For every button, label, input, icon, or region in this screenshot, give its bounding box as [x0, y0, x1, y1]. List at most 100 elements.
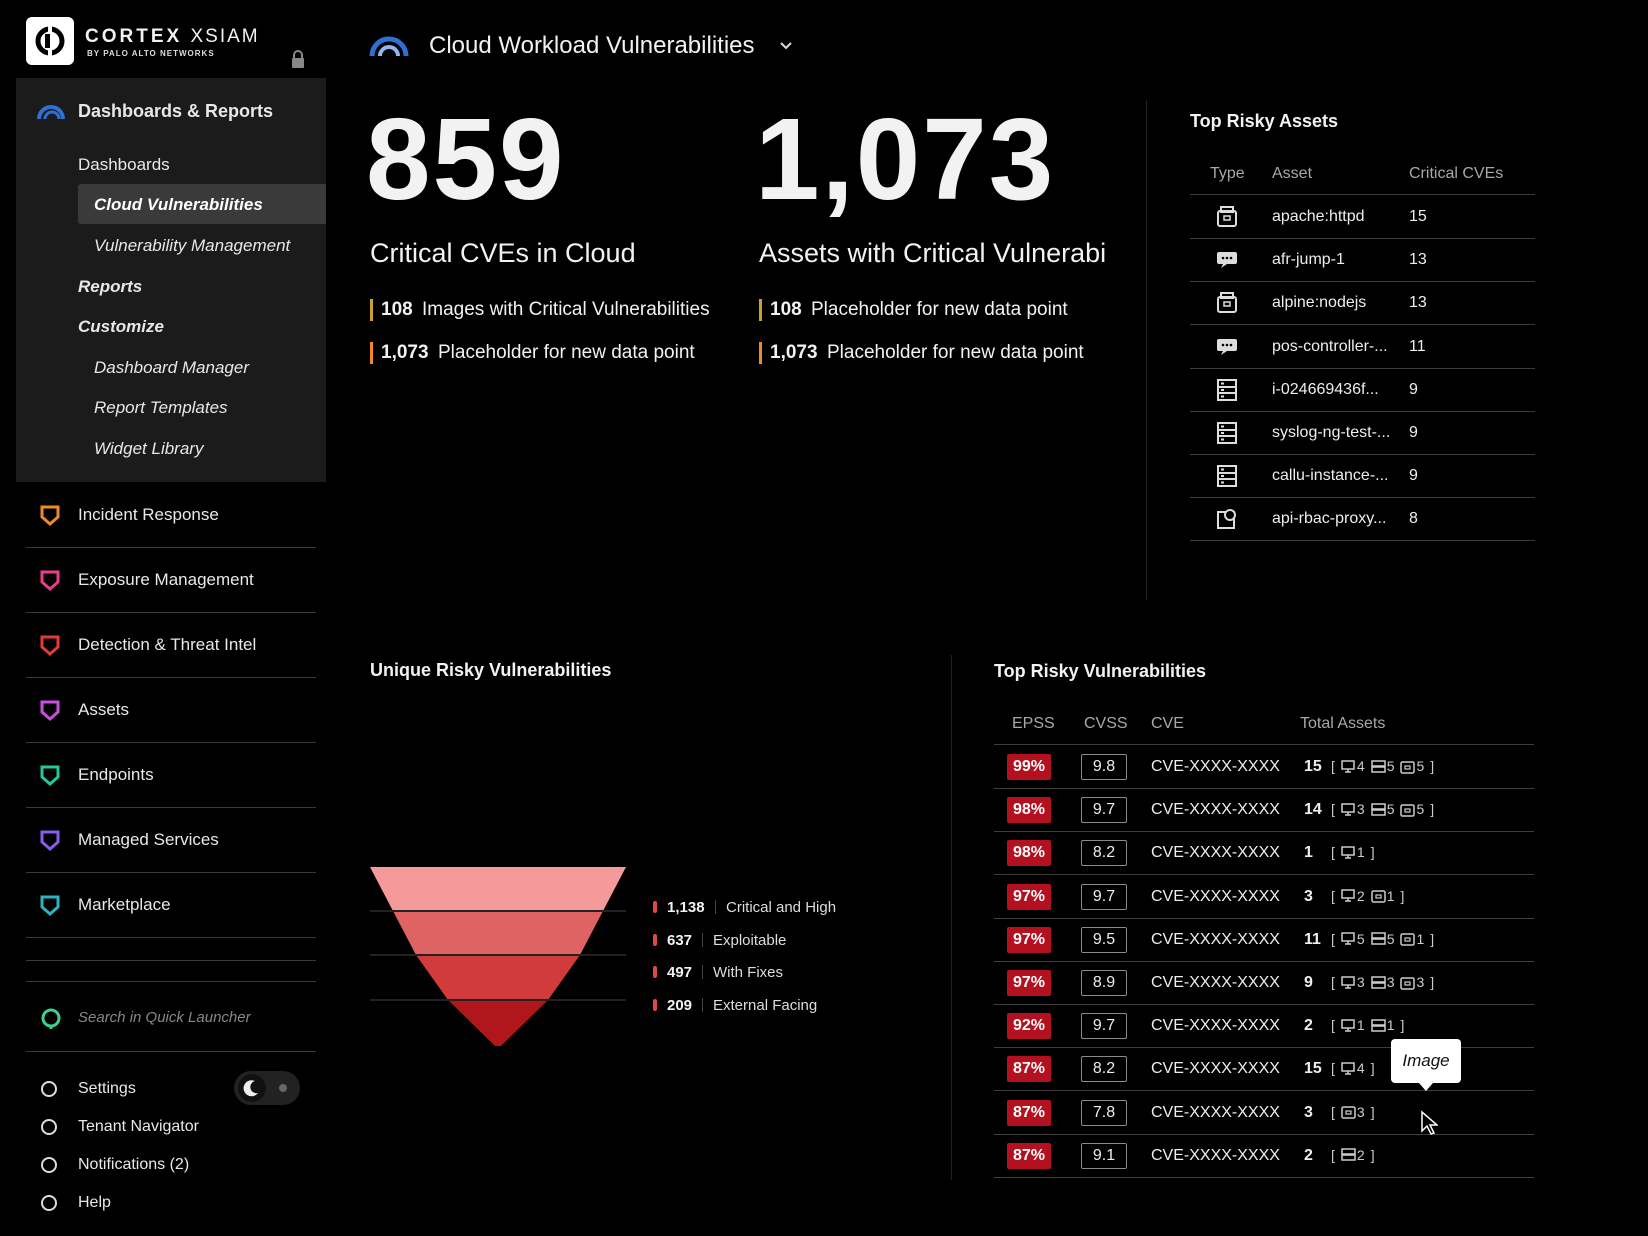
footer-item[interactable]: Notifications (2): [78, 1156, 190, 1173]
footer-item[interactable]: Tenant Navigator: [78, 1118, 199, 1135]
kpi-detail-value: 1,073: [770, 342, 818, 363]
dashboard-title[interactable]: Cloud Workload Vulnerabilities: [429, 32, 755, 59]
breakdown-count: 5: [1356, 930, 1365, 947]
nav-panel: [16, 78, 326, 482]
column-header: Critical CVEs: [1409, 165, 1504, 182]
logo[interactable]: [26, 17, 74, 65]
asset-kind-icon: [1341, 1062, 1355, 1075]
nav-section[interactable]: Dashboards & Reports: [78, 101, 274, 121]
breakdown-item: 3: [1370, 974, 1394, 990]
legend-label: Critical and High: [726, 899, 837, 916]
breakdown-item: 5: [1341, 931, 1365, 947]
bracket: ]: [1400, 887, 1405, 904]
separator: [26, 612, 316, 613]
footer-item[interactable]: Help: [78, 1194, 111, 1211]
bracket: [: [1331, 758, 1335, 774]
asset-kind-icon: [1370, 1018, 1386, 1032]
kpi-detail-label: Placeholder for new data point: [438, 342, 695, 363]
asset-kind-icon: [1341, 889, 1355, 902]
row-separator: [1190, 281, 1535, 283]
cvss-badge: 8.2: [1081, 1056, 1127, 1083]
breakdown-item: 5: [1400, 758, 1424, 774]
bracket: [: [1331, 801, 1335, 818]
nav-item[interactable]: Customize: [78, 317, 164, 336]
bracket: [: [1331, 974, 1335, 990]
breakdown-count: 1: [1356, 1017, 1365, 1034]
nav-item[interactable]: Dashboard Manager: [94, 358, 249, 377]
cvss-badge: 9.7: [1081, 1013, 1127, 1040]
asset-kind-icon: [1370, 802, 1386, 816]
nav-module[interactable]: Marketplace: [78, 895, 171, 914]
breakdown-item: 4: [1341, 1060, 1365, 1076]
epss-badge: 87%: [1007, 1142, 1051, 1169]
nav-item[interactable]: Cloud Vulnerabilities: [94, 195, 263, 214]
funnel-stage: [370, 867, 626, 911]
total-assets: 1: [1304, 844, 1313, 862]
breakdown-count: 5: [1386, 758, 1395, 774]
asset-type-icon: [1215, 335, 1239, 359]
funnel-stage: [416, 955, 580, 1000]
tooltip-text: Image: [1402, 1051, 1450, 1070]
breakdown-count: 2: [1356, 887, 1365, 904]
brand-name: CORTEX: [85, 26, 183, 47]
dropdown-caret[interactable]: [779, 40, 793, 52]
breakdown-item: 5: [1370, 931, 1394, 947]
nav-module[interactable]: Assets: [78, 700, 130, 719]
breakdown-item: 3: [1400, 974, 1424, 990]
lock-icon[interactable]: [290, 50, 306, 70]
asset-kind-icon: [1370, 932, 1386, 946]
legend-divider: [702, 965, 703, 980]
nav-item[interactable]: Reports: [78, 277, 143, 296]
asset-name: api-rbac-proxy...: [1272, 510, 1387, 528]
nav-item[interactable]: Dashboards: [78, 155, 170, 174]
nav-module[interactable]: Detection & Threat Intel: [78, 635, 257, 654]
row-separator: [1190, 540, 1535, 542]
bracket: ]: [1370, 1146, 1375, 1163]
column-header: CVE: [1151, 715, 1184, 732]
search-icon: [41, 1008, 61, 1029]
asset-name: syslog-ng-test-...: [1272, 424, 1391, 441]
cve-id: CVE-XXXX-XXXX: [1151, 887, 1280, 905]
theme-toggle[interactable]: [234, 1071, 300, 1105]
row-separator: [994, 744, 1534, 745]
bracket: ]: [1370, 1060, 1375, 1077]
kpi-detail-bar: [370, 299, 373, 321]
row-separator: [994, 874, 1534, 876]
nav-item[interactable]: Report Templates: [94, 398, 228, 417]
module-icon: [38, 828, 62, 852]
breakdown-count: 5: [1416, 801, 1425, 818]
asset-type-icon: [1215, 378, 1239, 402]
nav-item[interactable]: Widget Library: [94, 439, 204, 458]
bracket: ]: [1430, 758, 1435, 774]
asset-type-icon: [1215, 421, 1239, 445]
asset-critical-cves: 15: [1409, 208, 1427, 225]
bracket: [: [1331, 887, 1335, 904]
nav-module[interactable]: Endpoints: [78, 765, 154, 784]
funnel-stage: [448, 1000, 548, 1046]
asset-breakdown: [5 5 1]: [1331, 931, 1434, 947]
legend-divider: [702, 932, 703, 947]
row-separator: [994, 831, 1534, 833]
search-input[interactable]: Search in Quick Launcher: [78, 1009, 251, 1026]
separator: [26, 1051, 316, 1052]
nav-module[interactable]: Incident Response: [78, 505, 219, 524]
asset-breakdown: [3]: [1331, 1104, 1375, 1120]
asset-breakdown: [2 1]: [1331, 888, 1404, 904]
row-separator: [1190, 410, 1535, 412]
cve-id: CVE-XXXX-XXXX: [1151, 844, 1280, 862]
nav-item[interactable]: Vulnerability Management: [94, 236, 291, 255]
total-assets: 2: [1304, 1017, 1313, 1035]
nav-module[interactable]: Managed Services: [78, 830, 219, 849]
row-separator: [994, 788, 1534, 789]
brand: CORTEX XSIAM: [85, 26, 260, 48]
nav-module[interactable]: Exposure Management: [78, 570, 254, 589]
row-separator: [1190, 367, 1535, 369]
kpi-detail-value: 108: [381, 299, 413, 320]
cve-id: CVE-XXXX-XXXX: [1151, 801, 1280, 819]
cvss-badge: 9.7: [1081, 797, 1127, 824]
breakdown-item: 3: [1341, 974, 1365, 990]
legend-divider: [702, 997, 703, 1012]
legend-value: 637: [667, 931, 693, 949]
footer-item[interactable]: Settings: [78, 1080, 136, 1097]
